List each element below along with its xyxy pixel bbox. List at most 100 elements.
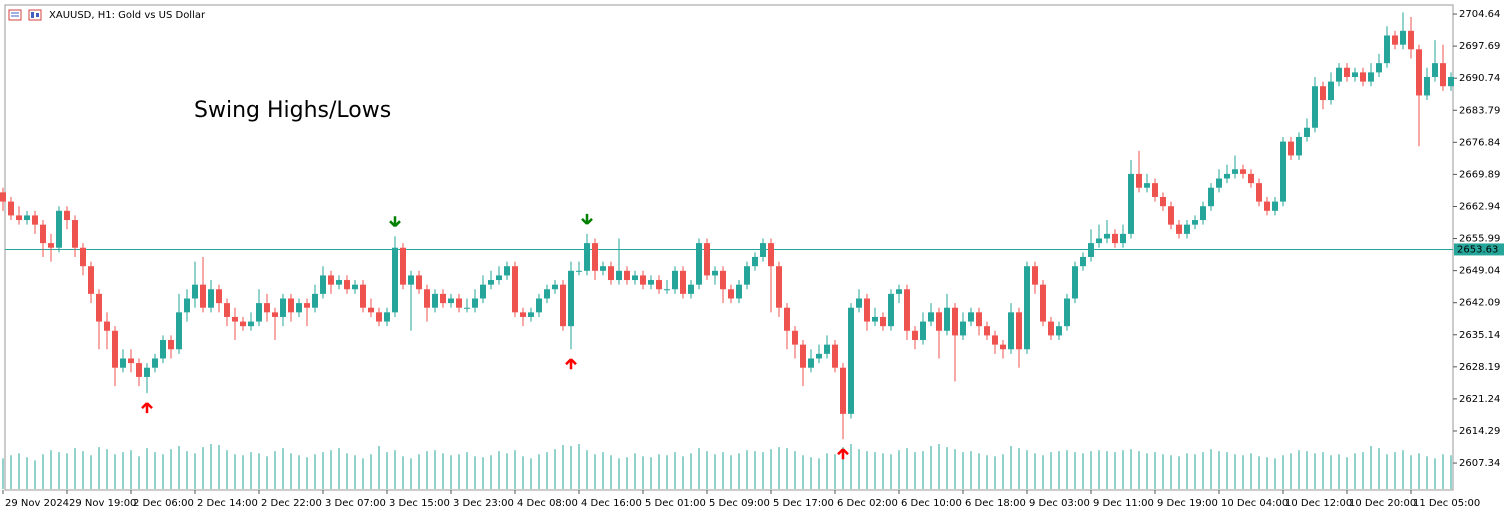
- candle-body: [816, 353, 822, 359]
- candle-body: [608, 266, 614, 281]
- candle-body: [1296, 136, 1302, 156]
- candle-body: [1328, 81, 1334, 101]
- candle-body: [80, 247, 86, 267]
- candle-body: [1248, 173, 1254, 184]
- candle-body: [944, 307, 950, 331]
- candle-body: [1088, 243, 1094, 257]
- x-tick-label: 10 Dec 04:00: [1221, 498, 1288, 509]
- candle-body: [1104, 233, 1110, 239]
- candle-body: [432, 293, 438, 308]
- candle-body: [1152, 183, 1158, 197]
- swing-low-arrow: [141, 402, 153, 414]
- candle-body: [584, 243, 590, 271]
- candle-body: [768, 243, 774, 267]
- candle-body: [976, 312, 982, 327]
- y-tick-label: 2697.69: [1459, 41, 1500, 52]
- x-tick-label: 2 Dec 22:00: [261, 498, 322, 509]
- candle-body: [784, 307, 790, 331]
- candle-body: [472, 298, 478, 308]
- candle-body: [832, 344, 838, 368]
- candle-body: [736, 284, 742, 299]
- candle-body: [1056, 326, 1062, 336]
- candle-body: [136, 363, 142, 377]
- price-label-bg: [1454, 243, 1504, 256]
- x-tick-label: 4 Dec 08:00: [517, 498, 578, 509]
- swing-low-arrow: [837, 448, 849, 460]
- candle-body: [576, 270, 582, 272]
- candle-body: [56, 210, 62, 248]
- candle-body: [792, 330, 798, 345]
- y-tick-label: 2662.94: [1459, 201, 1500, 212]
- candle-body: [696, 243, 702, 285]
- candle-body: [1112, 233, 1118, 244]
- y-tick-label: 2649.04: [1459, 266, 1500, 277]
- candle-body: [1032, 266, 1038, 285]
- candle-body: [912, 330, 918, 341]
- y-tick-label: 2607.34: [1459, 458, 1500, 469]
- candle-body: [616, 270, 622, 281]
- candle-body: [568, 270, 574, 327]
- candle-body: [248, 321, 254, 327]
- x-tick-label: 5 Dec 17:00: [773, 498, 834, 509]
- candle-body: [144, 367, 150, 377]
- candle-body: [600, 266, 606, 271]
- candle-body: [416, 275, 422, 290]
- candle-body: [368, 307, 374, 313]
- candle-body: [16, 215, 22, 221]
- candle-body: [1232, 169, 1238, 174]
- candle-body: [1288, 141, 1294, 156]
- candle-body: [464, 307, 470, 309]
- x-tick-label: 5 Dec 01:00: [645, 498, 706, 509]
- candle-body: [384, 312, 390, 322]
- candle-body: [320, 275, 326, 294]
- candle-body: [440, 293, 446, 304]
- candle-body: [1120, 233, 1126, 244]
- y-tick-label: 2642.09: [1459, 298, 1500, 309]
- candle-body: [632, 275, 638, 281]
- icon: [31, 12, 34, 18]
- candle-body: [1448, 76, 1454, 87]
- x-tick-label: 10 Dec 12:00: [1285, 498, 1352, 509]
- x-tick-label: 5 Dec 09:00: [709, 498, 770, 509]
- y-tick-label: 2655.99: [1459, 234, 1500, 245]
- plot-frame: [4, 4, 1454, 491]
- candle-body: [24, 215, 30, 221]
- candle-body: [1128, 173, 1134, 234]
- x-tick-label: 11 Dec 05:00: [1413, 498, 1480, 509]
- candle-body: [800, 344, 806, 368]
- candle-body: [112, 330, 118, 368]
- candle-body: [184, 298, 190, 313]
- y-tick-label: 2635.14: [1459, 330, 1500, 341]
- candle-body: [936, 312, 942, 331]
- candle-body: [960, 321, 966, 336]
- x-tick-label: 2 Dec 14:00: [197, 498, 258, 509]
- candle-body: [1280, 141, 1286, 202]
- candle-body: [216, 289, 222, 304]
- candle-body: [1040, 284, 1046, 322]
- candle-body: [1264, 201, 1270, 211]
- candle-body: [488, 280, 494, 285]
- candle-body: [88, 266, 94, 294]
- candle-body: [1192, 220, 1198, 225]
- chart-title: XAUUSD, H1: Gold vs US Dollar: [49, 10, 206, 21]
- candle-body: [280, 298, 286, 317]
- candle-body: [424, 289, 430, 308]
- x-tick-label: 29 Nov 19:00: [69, 498, 136, 509]
- candle-body: [896, 289, 902, 294]
- x-tick-label: 29 Nov 2024: [5, 498, 69, 509]
- candle-body: [1256, 183, 1262, 202]
- candle-body: [1320, 86, 1326, 101]
- candle-body: [1096, 238, 1102, 244]
- candle-body: [160, 340, 166, 359]
- candle-body: [1184, 224, 1190, 234]
- x-tick-label: 10 Dec 20:00: [1349, 498, 1416, 509]
- candle-body: [120, 358, 126, 368]
- candle-body: [504, 266, 510, 276]
- candle-body: [776, 266, 782, 308]
- candle-body: [808, 358, 814, 368]
- candle-body: [1408, 30, 1414, 50]
- candle-body: [224, 303, 230, 317]
- candle-body: [704, 243, 710, 276]
- candle-body: [496, 275, 502, 281]
- candle-body: [744, 266, 750, 285]
